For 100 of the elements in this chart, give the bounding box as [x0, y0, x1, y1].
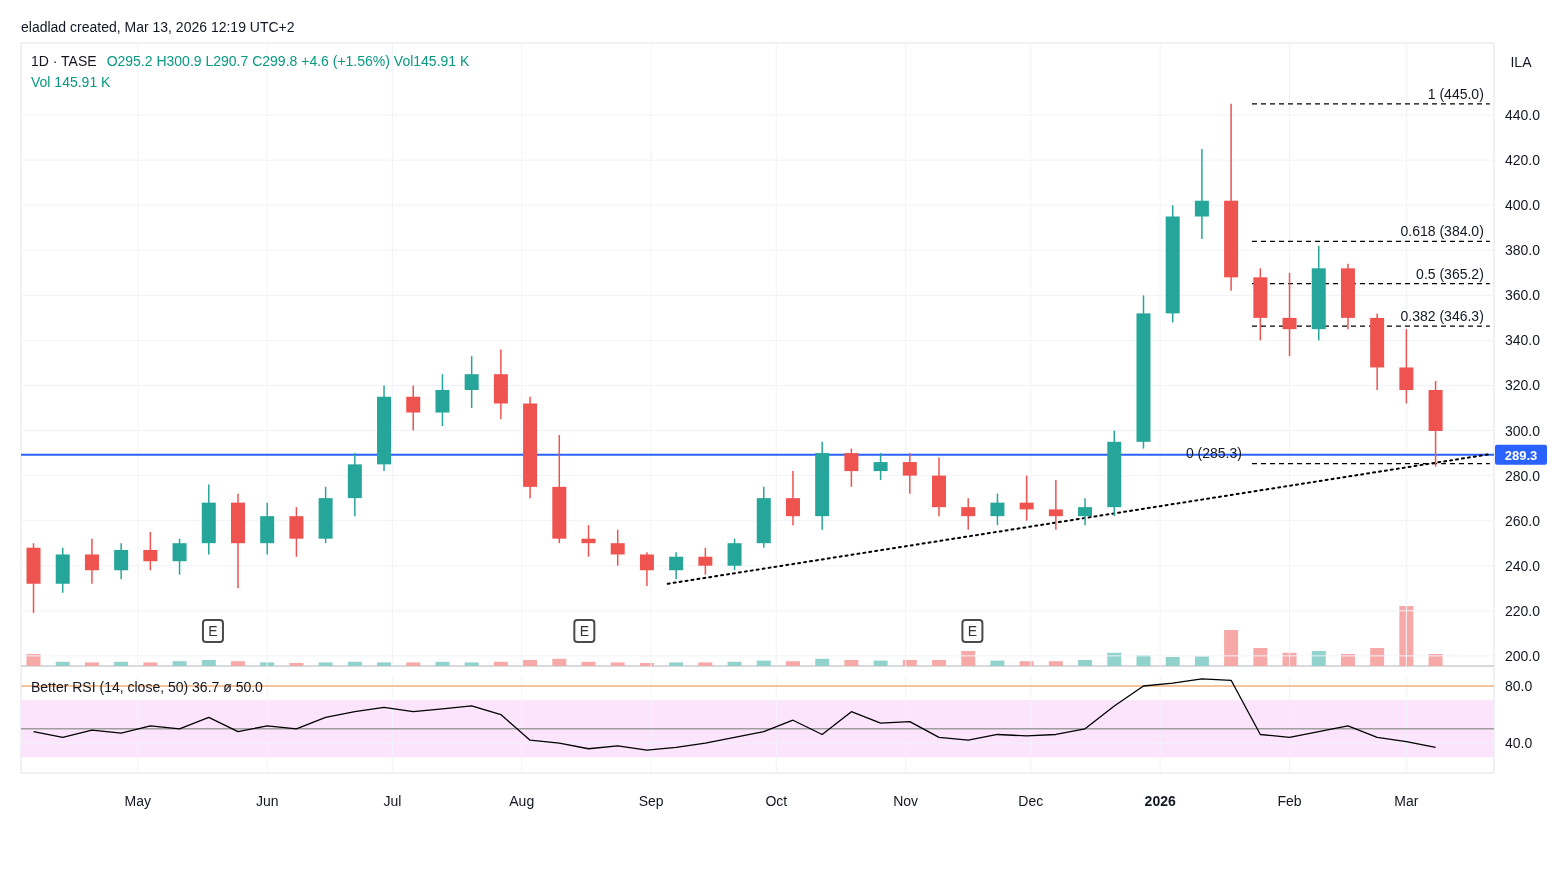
candlestick [172, 537, 187, 576]
candlestick [990, 492, 1005, 526]
candlestick [873, 452, 888, 481]
bar [698, 662, 713, 666]
candlestick [289, 506, 304, 558]
candlestick [1399, 328, 1414, 405]
bar [873, 660, 888, 666]
x-tick-label: Aug [509, 793, 535, 809]
bar [347, 661, 362, 666]
candlestick [902, 452, 917, 495]
bar [610, 662, 625, 666]
y-tick-label: 320.0 [1505, 377, 1541, 394]
candlestick [1194, 148, 1209, 240]
line-series [32, 678, 1437, 751]
bar [1019, 661, 1034, 666]
bar [289, 663, 304, 666]
bar [815, 658, 830, 666]
x-tick-label: Feb [1277, 793, 1302, 809]
bar [902, 660, 917, 666]
candlestick [727, 537, 742, 571]
bar [230, 661, 245, 666]
x-tick-label: Sep [638, 793, 664, 809]
y-tick-label: 240.0 [1505, 557, 1541, 574]
bar [1048, 661, 1063, 666]
series-label: 0.5 (365.2) [1416, 265, 1484, 282]
bar [785, 661, 800, 666]
candlestick [406, 384, 421, 432]
candlestick [143, 531, 158, 571]
candlestick [669, 551, 684, 580]
candlestick [698, 546, 713, 576]
bar [435, 661, 450, 666]
x-tick-label: Jun [255, 793, 279, 809]
chart-title: Better RSI (14, close, 50) 36.7 ø 50.0 [31, 679, 264, 695]
text: 1D · TASE [31, 53, 97, 69]
bar [377, 662, 392, 666]
x-tick-label: Mar [1394, 793, 1419, 809]
x-tick-label: 2026 [1144, 793, 1176, 809]
series-label: 0.618 (384.0) [1400, 223, 1484, 240]
candlestick [844, 447, 859, 488]
bar [523, 660, 538, 666]
y-tick-label: 280.0 [1505, 467, 1541, 484]
y-tick-label: 220.0 [1505, 602, 1541, 619]
y-tick-label: 300.0 [1505, 422, 1541, 439]
bar [756, 660, 771, 666]
bar [172, 661, 187, 666]
candlestick [1282, 272, 1297, 357]
candlestick [639, 551, 654, 587]
bar [84, 662, 99, 666]
bar [55, 661, 70, 666]
series-label: 1 (445.0) [1427, 85, 1484, 102]
y-tick-label: 40.0 [1505, 735, 1533, 752]
y-tick-label: 440.0 [1505, 107, 1541, 124]
annotation: E [967, 623, 978, 640]
text: eladlad created, Mar 13, 2026 12:19 UTC+2 [21, 19, 295, 35]
y-axis-title: ILA [1510, 54, 1533, 70]
bar [493, 661, 508, 666]
candlestick [84, 537, 99, 585]
bar [932, 660, 947, 666]
bar [318, 662, 333, 666]
candlestick [1078, 497, 1093, 526]
x-tick-label: Jul [383, 793, 402, 809]
candlestick [785, 470, 800, 526]
bar [669, 662, 684, 666]
series-label: 0.382 (346.3) [1400, 308, 1484, 325]
y-tick-label: 400.0 [1505, 197, 1541, 214]
bar [464, 662, 479, 666]
y-tick-label: 360.0 [1505, 287, 1541, 304]
y-tick-label: 200.0 [1505, 647, 1541, 664]
bar [727, 661, 742, 666]
bar [143, 662, 158, 666]
x-tick-label: May [124, 793, 152, 809]
bar [1078, 660, 1093, 666]
text: O295.2 H300.9 L290.7 C299.8 +4.6 (+1.56%) Vol145.91 K [106, 53, 470, 69]
candlestick [435, 373, 450, 427]
bar [201, 660, 216, 666]
y-tick-label: 380.0 [1505, 242, 1541, 259]
candlestick [610, 528, 625, 567]
bar [552, 658, 567, 666]
annotation: E [579, 623, 589, 640]
y-tick-label: 80.0 [1505, 677, 1533, 694]
bar [1165, 657, 1180, 666]
bar [406, 662, 421, 666]
candlestick [961, 497, 976, 531]
annotation: E [208, 623, 218, 640]
bar [581, 661, 596, 666]
x-tick-label: Dec [1018, 793, 1044, 809]
y-tick-label: 340.0 [1505, 332, 1541, 349]
bar [1194, 656, 1209, 666]
bar [990, 660, 1005, 666]
ref-line-label: 289.3 [1504, 447, 1538, 463]
bar [844, 660, 859, 666]
candlestick [1048, 479, 1063, 531]
y-tick-label: 420.0 [1505, 152, 1541, 169]
candlestick [464, 355, 479, 409]
chart-title: Vol 145.91 K [31, 74, 112, 90]
bar [260, 662, 275, 666]
candlestick [114, 542, 129, 580]
y-tick-label: 260.0 [1505, 512, 1541, 529]
x-tick-label: Nov [893, 793, 919, 809]
bar [1224, 630, 1239, 666]
